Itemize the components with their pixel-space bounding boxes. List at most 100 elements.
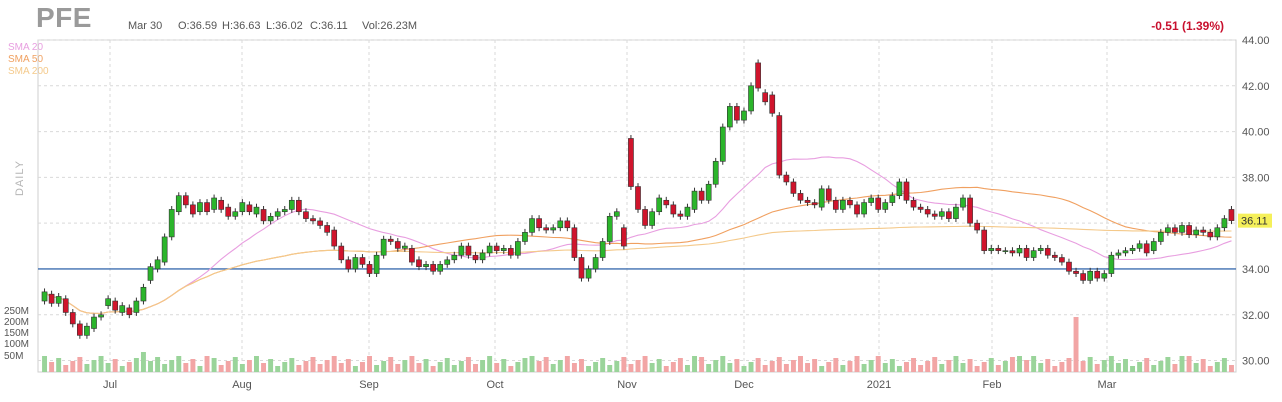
candle-body xyxy=(91,316,97,329)
volume-bar xyxy=(1179,356,1185,372)
candle-body xyxy=(896,181,903,196)
volume-bar xyxy=(642,356,648,372)
candle-body xyxy=(105,298,111,306)
candle-body xyxy=(1214,227,1221,238)
volume-bar xyxy=(430,366,436,372)
candle-body xyxy=(303,211,309,219)
sma-20-line xyxy=(44,156,1232,315)
volume-bar xyxy=(875,356,881,372)
volume-bar xyxy=(896,366,902,372)
volume-bar xyxy=(451,365,457,372)
volume-bar xyxy=(1151,365,1157,372)
volume-bar xyxy=(409,356,415,372)
candle-body xyxy=(557,220,564,229)
volume-bar xyxy=(798,356,803,372)
volume-bar xyxy=(225,361,231,372)
y-tick-label: 40.00 xyxy=(1242,127,1270,139)
candle-body xyxy=(239,202,246,213)
volume-bar xyxy=(1002,361,1008,372)
last-price-box xyxy=(1238,213,1272,228)
candle-body xyxy=(628,138,634,187)
candle-body xyxy=(910,199,917,208)
volume-bar xyxy=(1094,364,1100,372)
candle-body xyxy=(281,209,288,213)
y-tick-label: 30.00 xyxy=(1242,356,1270,368)
volume-bar xyxy=(268,359,274,372)
volume-bar xyxy=(727,363,733,372)
candle-body xyxy=(1051,254,1058,258)
volume-bar xyxy=(465,357,471,372)
volume-bar xyxy=(755,358,761,372)
candle-body xyxy=(960,197,966,208)
candle-body xyxy=(698,190,705,201)
volume-bar xyxy=(324,360,330,372)
candle-body xyxy=(797,193,804,201)
candle-body xyxy=(854,204,860,215)
candle-body xyxy=(868,197,874,203)
x-tick-label: Jul xyxy=(103,379,117,391)
candle-body xyxy=(783,174,790,183)
candle-body xyxy=(734,106,740,121)
volume-bar xyxy=(670,362,676,372)
candle-body xyxy=(507,248,514,256)
candle-body xyxy=(161,236,168,263)
candle-body xyxy=(741,110,747,121)
volume-bar xyxy=(197,366,203,372)
volume-label-150: 150M xyxy=(4,328,30,339)
volume-bar xyxy=(42,356,48,372)
volume-bar xyxy=(776,357,782,372)
last-price-label: 36.11 xyxy=(1241,216,1268,228)
candle-body xyxy=(635,186,641,210)
volume-bar xyxy=(995,365,1001,372)
volume-bar xyxy=(416,363,422,372)
volume-bar xyxy=(275,366,281,372)
candle-body xyxy=(225,206,232,217)
candle-body xyxy=(840,199,846,210)
candle-body xyxy=(564,220,571,229)
candle-body xyxy=(1087,270,1094,281)
volume-bar xyxy=(423,359,429,372)
volume-bar xyxy=(621,357,627,372)
volume-bar xyxy=(176,356,182,372)
candle-body xyxy=(642,209,648,226)
volume-bar xyxy=(805,363,811,372)
candle-body xyxy=(769,94,776,114)
volume-bar xyxy=(748,362,754,372)
candle-body xyxy=(310,218,316,222)
candle-body xyxy=(274,211,281,217)
candle-body xyxy=(550,227,557,231)
volume-bar xyxy=(169,360,175,372)
candle-body xyxy=(140,286,147,302)
volume-bar xyxy=(706,364,712,372)
volume-bar xyxy=(218,365,224,372)
candle-body xyxy=(889,195,896,203)
volume-bar xyxy=(656,359,662,372)
candle-body xyxy=(677,213,684,217)
candle-body xyxy=(253,206,260,215)
volume-bar xyxy=(826,362,832,372)
candle-body xyxy=(352,257,359,270)
candle-body xyxy=(974,222,980,231)
volume-bar xyxy=(501,359,507,372)
candle-body xyxy=(811,202,818,206)
candle-body xyxy=(479,252,486,261)
volume-bar xyxy=(614,361,620,372)
volume-bar xyxy=(204,356,210,372)
volume-bar xyxy=(819,366,825,372)
volume-bar xyxy=(1200,359,1206,372)
volume-bar xyxy=(155,357,161,372)
volume-bar xyxy=(1158,361,1164,372)
volume-bar xyxy=(981,362,987,372)
candle-body xyxy=(924,209,931,215)
legend-sma50: SMA 50 xyxy=(8,54,44,65)
volume-bar xyxy=(1186,356,1192,372)
candle-body xyxy=(1157,232,1164,242)
volume-bar xyxy=(967,359,973,372)
volume-bar xyxy=(296,365,302,372)
volume-bar xyxy=(162,364,168,372)
volume-bar xyxy=(783,364,789,372)
candle-body xyxy=(1200,229,1207,233)
volume-bar xyxy=(607,365,613,372)
volume-bar xyxy=(932,357,938,372)
volume-bar xyxy=(946,360,952,372)
